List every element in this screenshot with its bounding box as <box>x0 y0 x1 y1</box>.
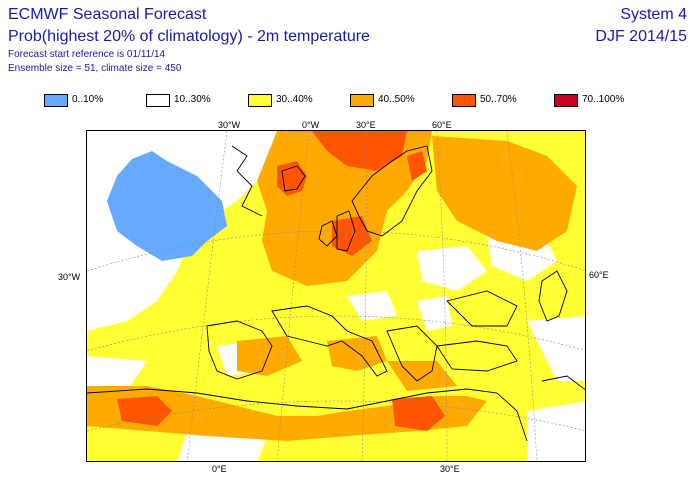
region-10-30-alps <box>347 291 397 321</box>
region-50-70-scandinavia-south <box>332 216 372 256</box>
legend-swatch <box>146 94 170 107</box>
legend-label: 0..10% <box>72 94 104 105</box>
region-40-50-north-africa <box>87 386 487 441</box>
lon-label-top-0w: 0°W <box>302 120 320 130</box>
lon-label-bottom-30e: 30°E <box>440 464 460 474</box>
meridian-line <box>186 131 228 461</box>
coastline-scandinavia <box>351 145 433 237</box>
meridian-line <box>506 131 538 461</box>
legend-swatch <box>350 94 374 107</box>
coastline-ireland <box>318 220 338 247</box>
ensemble-size: Ensemble size = 51, climate size = 450 <box>8 63 182 74</box>
season-label: DJF 2014/15 <box>595 28 687 45</box>
coastline-north-africa <box>87 388 528 442</box>
coastline-balkans-greece <box>386 325 438 382</box>
map-canvas <box>87 131 585 461</box>
lon-label-left-30w: 30°W <box>58 272 81 282</box>
region-50-70-norway-sea <box>312 131 407 171</box>
coastline-iceland <box>281 165 306 192</box>
legend-label: 40..50% <box>378 94 415 105</box>
region-40-50-italy <box>327 336 387 371</box>
region-10-30-south <box>177 431 267 461</box>
region-50-70-finland <box>407 151 427 181</box>
region-10-30-ukraine <box>417 246 487 291</box>
coastline-black-sea <box>446 290 518 327</box>
legend: 0..10% 10..30% 30..40% 40..50% 50..70% 7… <box>44 94 684 110</box>
legend-label: 70..100% <box>582 94 625 105</box>
region-10-30-balkans <box>417 296 452 331</box>
region-50-70-northwest-africa <box>117 396 172 426</box>
parallel-line <box>87 315 585 352</box>
coastline-britain <box>336 210 356 252</box>
lon-label-top-60e: 60°E <box>432 120 452 130</box>
system-label: System 4 <box>620 6 687 23</box>
coastline-caspian-sea <box>538 270 568 322</box>
lon-label-top-30e: 30°E <box>356 120 376 130</box>
coastline-france-italy <box>271 305 388 377</box>
forecast-map <box>86 130 586 462</box>
parallel-line <box>87 400 585 432</box>
coastline-iberia <box>206 320 273 380</box>
lon-label-bottom-0e: 0°E <box>212 464 227 474</box>
region-10-30-southeast <box>527 401 585 461</box>
legend-label: 50..70% <box>480 94 517 105</box>
legend-label: 30..40% <box>276 94 313 105</box>
coastlines <box>87 145 585 442</box>
meridian-line <box>276 131 310 461</box>
legend-swatch <box>44 94 68 107</box>
region-50-70-libya-egypt <box>392 396 445 431</box>
lon-label-top-30w: 30°W <box>218 120 241 130</box>
forecast-reference: Forecast start reference is 01/11/14 <box>8 49 166 60</box>
legend-swatch <box>452 94 476 107</box>
legend-swatch <box>248 94 272 107</box>
coastline-turkey <box>436 340 518 372</box>
legend-label: 10..30% <box>174 94 211 105</box>
region-0-10-greenland <box>107 151 227 261</box>
map-title: ECMWF Seasonal Forecast <box>8 6 207 23</box>
map-subtitle: Prob(highest 20% of climatology) - 2m te… <box>8 28 370 45</box>
lon-label-right-60e: 60°E <box>589 270 609 280</box>
parallel-line <box>87 230 585 272</box>
region-10-30-middle-east <box>527 316 585 381</box>
graticule <box>87 131 585 461</box>
legend-swatch <box>554 94 578 107</box>
coastline-greenland-east <box>231 145 263 217</box>
region-40-50-russia <box>432 136 577 251</box>
coastline-persian-gulf <box>541 375 585 391</box>
